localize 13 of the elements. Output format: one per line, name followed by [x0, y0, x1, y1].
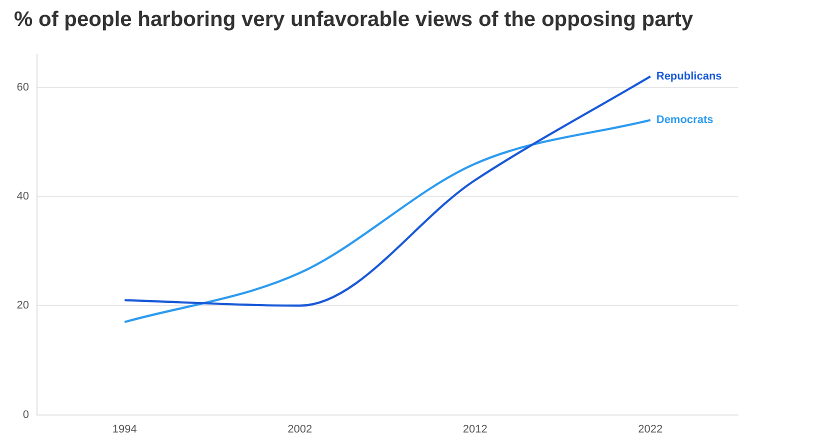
chart-title: % of people harboring very unfavorable views of the opposing party: [14, 8, 694, 32]
y-tick-label: 40: [16, 190, 29, 203]
line-series: [124, 75, 652, 307]
y-tick-label: 20: [16, 300, 29, 312]
x-tick-label: 2002: [288, 423, 312, 436]
series-label: Republicans: [656, 70, 722, 82]
y-tick-label: 0: [22, 408, 29, 421]
series-label: Democrats: [656, 114, 714, 126]
x-tick-label: 1994: [112, 423, 137, 436]
x-tick-label: 2022: [638, 423, 663, 436]
line-series: [124, 118, 652, 324]
x-tick-label: 2012: [462, 423, 488, 436]
y-tick-label: 60: [16, 81, 29, 94]
